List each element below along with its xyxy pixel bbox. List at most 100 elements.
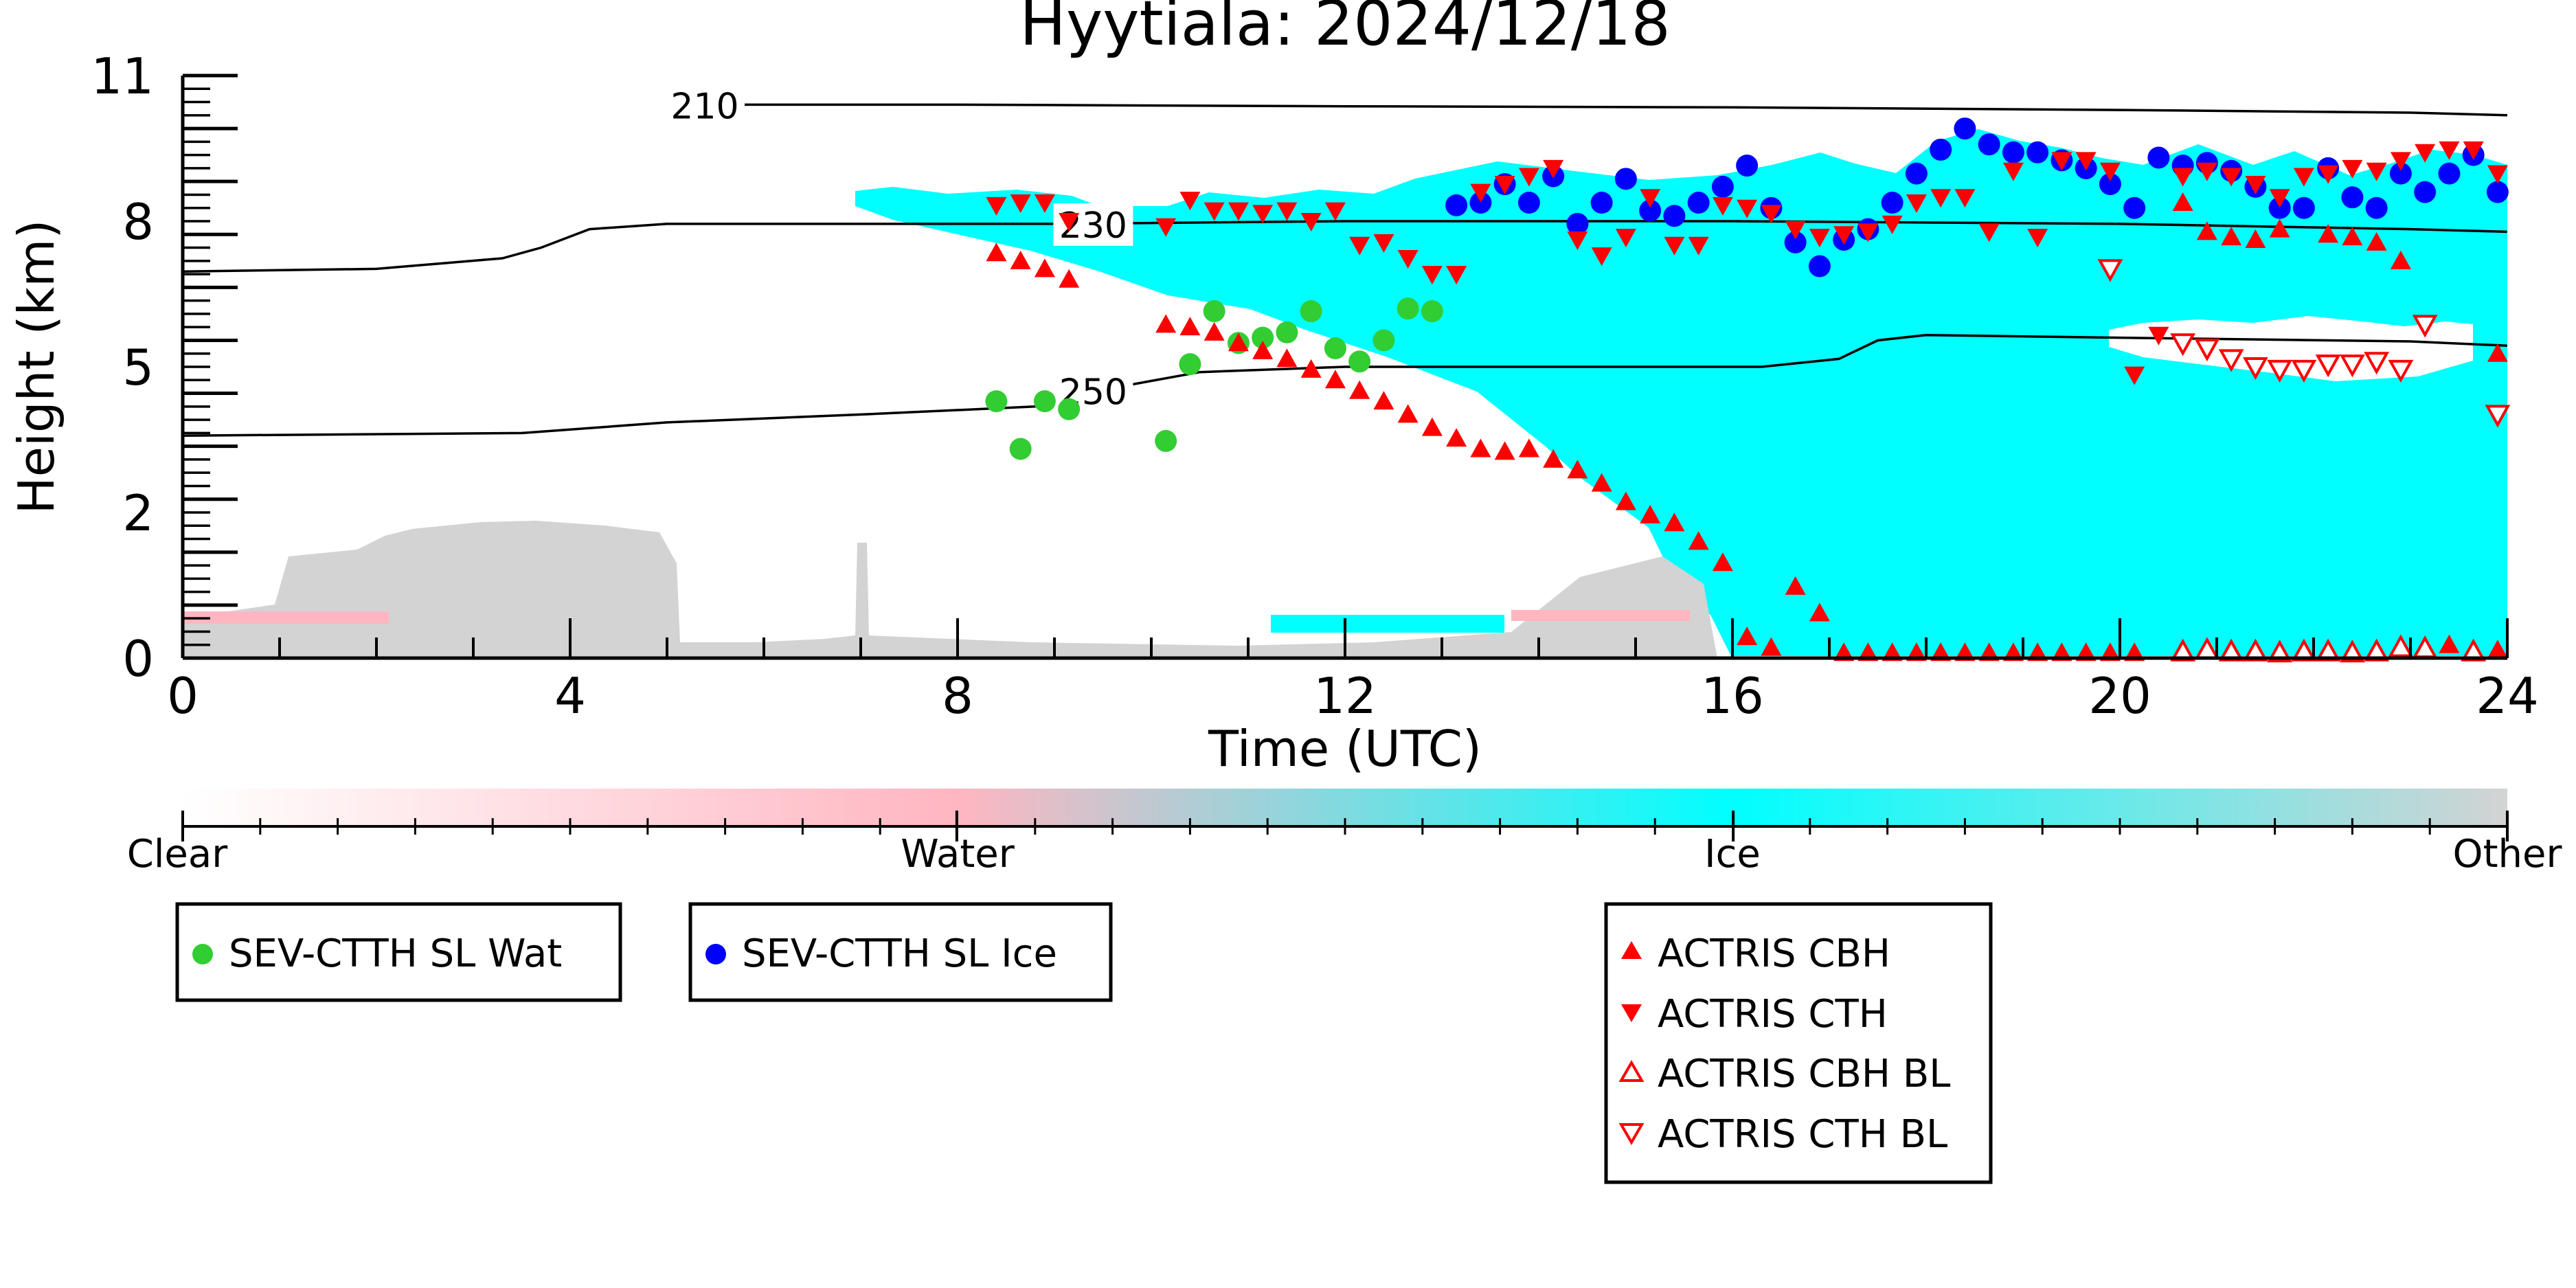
data-point — [1009, 438, 1032, 460]
x-tick-label: 0 — [167, 667, 199, 725]
data-point — [1567, 460, 1588, 479]
data-point — [1373, 391, 1394, 410]
data-point — [2291, 638, 2317, 662]
data-point — [1978, 133, 2000, 156]
data-point — [2051, 152, 2072, 171]
data-point — [1906, 194, 1927, 214]
legend-label: ACTRIS CTH BL — [1658, 1112, 1947, 1157]
data-point — [1397, 297, 1419, 320]
data-point — [1615, 491, 1636, 510]
chart-title: Hyytiala: 2024/12/18 — [1019, 0, 1670, 60]
data-point — [1664, 512, 1685, 532]
data-point — [2099, 173, 2121, 196]
green-circle-marker — [192, 944, 213, 964]
data-point — [1034, 258, 1055, 278]
data-point — [1203, 300, 1225, 323]
water-layer — [183, 611, 389, 624]
data-point — [986, 196, 1007, 216]
data-point — [2291, 359, 2317, 383]
data-point — [1034, 194, 1055, 214]
data-point — [2002, 162, 2024, 181]
data-point — [1518, 438, 1539, 457]
blue-circle-marker — [705, 944, 726, 964]
data-point — [1469, 192, 1492, 214]
data-point — [1010, 194, 1031, 214]
x-tick-label: 20 — [2088, 667, 2151, 725]
series-actris-cth-bl — [2097, 259, 2511, 428]
data-point — [2412, 315, 2438, 338]
data-point — [2487, 343, 2508, 362]
data-point — [1543, 449, 1564, 468]
data-point — [1373, 234, 1394, 253]
data-point — [2365, 196, 2388, 219]
x-tick-label: 8 — [942, 667, 973, 725]
data-point — [2170, 333, 2196, 357]
data-point — [1736, 155, 1759, 177]
colorbar-label-ice: Ice — [1704, 832, 1761, 877]
data-point — [1324, 370, 1346, 389]
data-point — [1833, 226, 1855, 245]
data-point — [1590, 192, 1613, 214]
data-point — [1687, 192, 1710, 214]
data-point — [1591, 473, 1612, 492]
data-point — [2366, 162, 2387, 181]
data-point — [1010, 250, 1031, 269]
data-point — [2196, 162, 2217, 181]
data-point — [1712, 552, 1733, 572]
colorbar-ticks — [181, 811, 2509, 841]
data-point — [986, 242, 1007, 262]
data-point — [1954, 117, 1976, 140]
triangle-down-filled-marker — [1621, 1004, 1642, 1022]
data-point — [2439, 141, 2460, 160]
data-point — [2269, 189, 2290, 208]
data-point — [1058, 398, 1081, 420]
y-tick-label: 11 — [91, 47, 154, 105]
y-ticks: 0 2 5 8 11 — [91, 47, 238, 688]
other-region — [183, 521, 1717, 658]
data-point — [1614, 168, 1637, 190]
y-tick-label: 2 — [122, 484, 154, 542]
series-actris-cbh-bl — [2170, 634, 2487, 663]
x-axis-label: Time (UTC) — [1208, 720, 1482, 778]
legend-box — [1604, 902, 1993, 1184]
colorbar-label-water: Water — [901, 832, 1015, 877]
contour-label-bg — [665, 84, 745, 127]
data-point — [2342, 159, 2363, 179]
data-point — [2485, 405, 2511, 428]
phase-fields — [183, 129, 2507, 658]
data-point — [1494, 176, 1515, 195]
contour-label-210: 210 — [670, 86, 738, 127]
data-point — [2267, 359, 2293, 383]
data-point — [2318, 224, 2339, 243]
y-tick-label: 5 — [122, 339, 154, 396]
data-point — [1276, 202, 1298, 221]
data-point — [2124, 366, 2145, 385]
data-point — [1566, 212, 1589, 235]
data-point — [1179, 317, 1201, 336]
data-point — [2099, 162, 2121, 181]
data-point — [1300, 359, 1322, 378]
data-point — [1155, 314, 1177, 333]
triangle-up-hollow-marker — [1618, 1059, 1645, 1082]
data-point — [2075, 152, 2097, 171]
ice-cloud-region — [855, 129, 2507, 656]
data-point — [2366, 231, 2387, 251]
data-point — [1421, 266, 1443, 285]
data-point — [1059, 269, 1080, 288]
data-point — [2027, 229, 2048, 248]
data-point — [1300, 213, 1322, 231]
data-point — [1397, 249, 1419, 269]
data-point — [1421, 417, 1443, 436]
data-point — [1711, 175, 1734, 198]
data-series — [985, 117, 2511, 663]
data-point — [1930, 138, 1952, 161]
data-point — [2221, 227, 2242, 246]
data-point — [2245, 176, 2266, 195]
data-point — [2318, 165, 2339, 184]
data-point — [2147, 146, 2170, 169]
data-point — [1978, 223, 2000, 242]
data-point — [1761, 205, 1782, 224]
legend-sev-wat: SEV-CTTH SL Wat — [175, 902, 622, 1002]
data-point — [2341, 186, 2364, 209]
data-point — [2097, 259, 2123, 282]
